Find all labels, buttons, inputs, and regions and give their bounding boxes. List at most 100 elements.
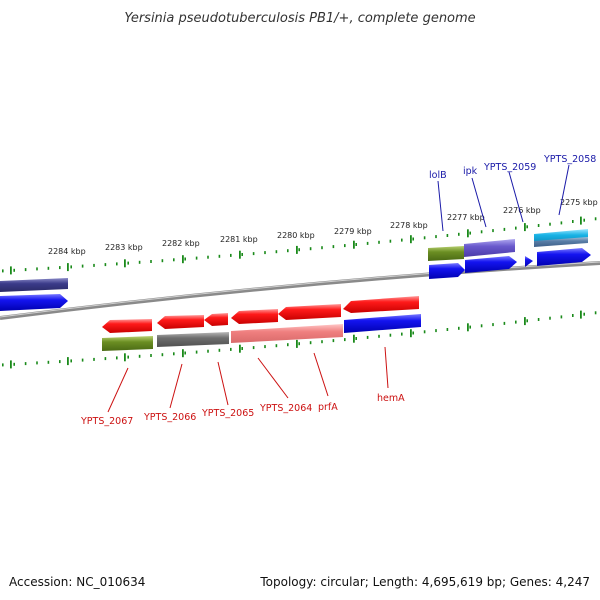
ruler-minor-tick	[446, 234, 449, 237]
tick-label: 2277 kbp	[447, 213, 485, 222]
gene-arrow-reverse[interactable]	[157, 315, 204, 329]
ruler-minor-tick	[275, 344, 278, 348]
ruler-minor-tick	[70, 359, 72, 363]
gene-label[interactable]: YPTS_2067	[80, 416, 133, 427]
gene-label[interactable]: YPTS_2058	[543, 154, 596, 165]
gene-label[interactable]: YPTS_2059	[483, 162, 536, 173]
gene-arrow-reverse[interactable]	[231, 309, 278, 324]
ruler-minor-tick	[503, 227, 506, 231]
gene-label[interactable]: lolB	[429, 170, 447, 181]
gene-arrow-reverse[interactable]	[102, 319, 152, 333]
ruler-minor-tick	[549, 222, 551, 226]
ruler-minor-tick	[560, 315, 563, 319]
ruler-minor-tick	[389, 333, 392, 337]
ruler-minor-tick	[116, 262, 118, 266]
gene-feature[interactable]	[534, 237, 588, 247]
ruler-minor-tick	[583, 218, 585, 222]
ruler-minor-tick	[264, 251, 266, 255]
lower-strand-genes	[102, 296, 421, 351]
ruler-minor-tick	[252, 346, 255, 350]
gene-arrow-forward[interactable]	[429, 263, 465, 279]
gene-feature[interactable]	[157, 332, 229, 347]
tick-label: 2279 kbp	[334, 227, 372, 236]
ruler-minor-tick	[173, 352, 175, 356]
ruler-minor-tick	[161, 353, 164, 357]
ruler-minor-tick	[537, 318, 540, 321]
ruler-minor-tick	[469, 325, 471, 329]
label-leader	[384, 346, 389, 389]
ruler-minor-tick	[480, 230, 483, 234]
ruler-minor-tick	[275, 250, 278, 254]
genome-summary-text: Topology: circular; Length: 4,695,619 bp…	[259, 575, 590, 589]
gene-feature[interactable]	[102, 336, 153, 351]
upper-strand-genes	[428, 229, 591, 279]
ruler-major-tick	[124, 353, 126, 362]
gene-feature[interactable]	[428, 246, 464, 261]
ruler-minor-tick	[309, 247, 312, 251]
ruler-minor-tick	[515, 226, 517, 230]
ruler-minor-tick	[560, 221, 563, 225]
ruler-minor-tick	[81, 264, 84, 268]
ruler-major-tick	[239, 344, 241, 353]
ruler-minor-tick	[138, 260, 141, 264]
tick-label: 2283 kbp	[105, 243, 143, 252]
ruler-minor-tick	[515, 320, 517, 324]
gene-label[interactable]: YPTS_2064	[259, 403, 312, 414]
label-leader	[437, 180, 444, 232]
ruler-minor-tick	[458, 326, 460, 330]
gene-feature[interactable]	[464, 239, 515, 257]
ruler-minor-tick	[549, 316, 551, 320]
gene-arrow-forward[interactable]	[537, 248, 591, 266]
ruler-major-tick	[296, 245, 298, 254]
gene-label[interactable]: ipk	[463, 166, 478, 177]
gene-arrow-reverse[interactable]	[278, 304, 341, 320]
ruler-major-tick	[410, 235, 412, 244]
ruler-minor-tick	[435, 235, 437, 239]
tick-label: 2282 kbp	[162, 239, 200, 248]
ruler-minor-tick	[287, 249, 289, 253]
ruler-major-tick	[353, 240, 355, 249]
ruler-minor-tick	[138, 354, 141, 358]
ruler-minor-tick	[150, 354, 152, 357]
ruler-major-tick	[67, 263, 69, 272]
gene-arrow-reverse[interactable]	[204, 313, 228, 326]
ruler-minor-tick	[344, 338, 346, 342]
ruler-minor-tick	[446, 328, 449, 331]
ruler-minor-tick	[332, 339, 335, 343]
gene-arrow-forward[interactable]	[525, 256, 533, 267]
ruler-minor-tick	[104, 357, 107, 361]
ruler-minor-tick	[332, 245, 335, 249]
ruler-minor-tick	[241, 347, 243, 350]
gene-arrow-forward[interactable]	[465, 256, 517, 273]
ruler-minor-tick	[572, 314, 574, 317]
ruler-minor-tick	[264, 345, 266, 349]
ruler-minor-tick	[321, 246, 323, 250]
ruler-minor-tick	[116, 356, 118, 360]
genome-backbone-highlight	[0, 261, 600, 318]
ruler-minor-tick	[218, 254, 221, 258]
ruler-minor-tick	[401, 238, 403, 242]
label-leader	[217, 361, 229, 406]
ruler-minor-tick	[59, 360, 61, 364]
ruler-minor-tick	[378, 240, 380, 244]
ruler-major-tick	[10, 360, 12, 369]
gene-arrow-forward[interactable]	[0, 294, 68, 311]
gene-feature[interactable]	[231, 324, 343, 343]
gene-feature[interactable]	[0, 278, 68, 292]
tick-label: 2276 kbp	[503, 206, 541, 215]
ruler-minor-tick	[492, 229, 494, 233]
ruler-minor-tick	[309, 341, 312, 345]
gene-arrow-reverse[interactable]	[343, 296, 419, 313]
gene-feature[interactable]	[344, 314, 421, 333]
ruler-minor-tick	[594, 311, 597, 315]
ruler-minor-tick	[230, 253, 232, 257]
bottom-gene-labels: YPTS_2067 YPTS_2066 YPTS_2065 YPTS_2064 …	[80, 346, 405, 427]
gene-label[interactable]: prfA	[318, 402, 338, 413]
ruler-minor-tick	[298, 248, 300, 252]
ruler-minor-tick	[503, 321, 506, 325]
gene-label[interactable]: YPTS_2066	[143, 412, 196, 423]
ruler-major-tick	[353, 334, 355, 343]
map-title: Yersinia pseudotuberculosis PB1/+, compl…	[124, 11, 475, 26]
gene-label[interactable]: hemA	[377, 393, 405, 404]
gene-label[interactable]: YPTS_2065	[201, 408, 254, 419]
